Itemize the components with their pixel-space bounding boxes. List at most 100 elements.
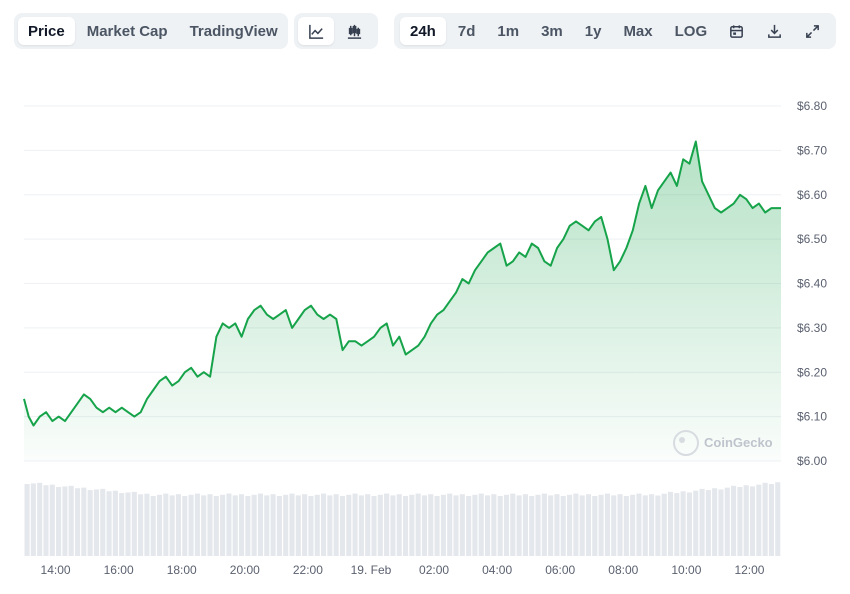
y-tick-label: $6.70 xyxy=(797,143,827,157)
volume-bar xyxy=(768,484,774,556)
volume-bar xyxy=(245,496,251,556)
volume-bar xyxy=(163,493,169,556)
volume-bar xyxy=(302,494,308,556)
volume-bar xyxy=(358,495,364,556)
volume-bar xyxy=(762,482,768,556)
volume-bar xyxy=(150,496,156,556)
volume-bar xyxy=(453,495,459,556)
volume-bar xyxy=(667,491,674,556)
volume-bar xyxy=(201,495,207,556)
volume-bar xyxy=(573,493,579,556)
volume-bar xyxy=(125,492,131,556)
volume-bar xyxy=(289,493,295,556)
tab-price[interactable]: Price xyxy=(18,17,75,45)
volume-bar xyxy=(529,496,535,556)
range-group: 24h 7d 1m 3m 1y Max LOG xyxy=(394,13,836,49)
tab-tradingview[interactable]: TradingView xyxy=(189,22,278,40)
volume-bar xyxy=(756,484,762,556)
volume-bar xyxy=(56,487,62,556)
volume-bar xyxy=(579,495,585,556)
range-7d[interactable]: 7d xyxy=(457,22,476,40)
fullscreen-button[interactable] xyxy=(794,17,830,45)
x-tick-label: 20:00 xyxy=(230,563,260,577)
line-chart-button[interactable] xyxy=(298,17,334,45)
volume-bar xyxy=(630,494,636,556)
volume-bar xyxy=(314,494,320,556)
volume-bar xyxy=(24,484,30,556)
x-tick-label: 14:00 xyxy=(41,563,71,577)
volume-bar xyxy=(377,494,383,556)
volume-bar xyxy=(415,493,421,556)
log-scale-toggle[interactable]: LOG xyxy=(674,22,708,40)
volume-bar xyxy=(320,493,327,556)
watermark-text: CoinGecko xyxy=(704,435,773,450)
tab-market-cap[interactable]: Market Cap xyxy=(86,22,168,40)
volume-bar xyxy=(81,487,87,556)
volume-bar xyxy=(592,496,598,556)
range-1m[interactable]: 1m xyxy=(497,22,520,40)
volume-bar xyxy=(238,494,245,556)
volume-bar xyxy=(674,493,680,556)
price-area-fill xyxy=(24,141,781,461)
range-1y[interactable]: 1y xyxy=(584,22,602,40)
volume-bar xyxy=(554,494,560,556)
calendar-button[interactable] xyxy=(719,17,755,45)
volume-bar xyxy=(182,496,188,556)
volume-bar xyxy=(485,495,491,556)
volume-bar xyxy=(560,496,566,556)
volume-bar xyxy=(251,494,257,556)
volume-bar xyxy=(37,482,43,556)
volume-bar xyxy=(478,493,484,556)
volume-bar xyxy=(93,489,99,556)
volume-bar xyxy=(617,494,623,556)
candlestick-chart-button[interactable] xyxy=(336,17,372,45)
volume-bar xyxy=(327,495,333,556)
volume-bar xyxy=(636,493,642,556)
volume-bar xyxy=(119,493,125,556)
y-tick-label: $6.10 xyxy=(797,410,827,424)
volume-bar xyxy=(403,496,409,556)
volume-bar xyxy=(390,495,396,556)
y-axis-labels: $6.00 $6.10 $6.20 $6.30 $6.40 $6.50 $6.60 $6.70… xyxy=(797,99,827,468)
volume-bar xyxy=(384,493,390,556)
x-tick-label: 08:00 xyxy=(608,563,638,577)
expand-icon xyxy=(805,24,819,38)
volume-bar xyxy=(434,496,440,556)
x-tick-label: 10:00 xyxy=(671,563,701,577)
volume-bar xyxy=(623,496,629,556)
volume-bar xyxy=(712,488,718,556)
volume-bar xyxy=(522,494,528,556)
volume-bar xyxy=(459,494,465,556)
line-chart-icon xyxy=(308,24,323,39)
calendar-icon xyxy=(730,24,744,38)
range-max[interactable]: Max xyxy=(623,22,653,40)
volume-bar xyxy=(226,493,232,556)
volume-bar xyxy=(295,495,301,556)
download-button[interactable] xyxy=(757,17,793,45)
x-tick-label: 04:00 xyxy=(482,563,512,577)
volume-bar xyxy=(541,493,547,556)
download-icon xyxy=(768,24,781,38)
range-3m[interactable]: 3m xyxy=(541,22,563,40)
volume-bar xyxy=(731,485,737,556)
volume-bar xyxy=(30,483,36,556)
y-tick-label: $6.80 xyxy=(797,99,827,113)
volume-bar xyxy=(264,495,270,556)
volume-bar xyxy=(74,488,81,556)
volume-bar xyxy=(43,485,49,556)
volume-bar xyxy=(642,495,648,556)
y-tick-label: $6.50 xyxy=(797,232,827,246)
price-line xyxy=(23,140,781,427)
volume-bar xyxy=(257,493,264,556)
volume-bar xyxy=(421,495,428,556)
x-tick-label: 16:00 xyxy=(104,563,134,577)
y-tick-label: $6.20 xyxy=(797,365,827,379)
volume-bar xyxy=(112,490,118,556)
coingecko-watermark: CoinGecko xyxy=(673,430,773,456)
y-tick-label: $6.00 xyxy=(797,454,827,468)
x-tick-label: 18:00 xyxy=(167,563,197,577)
volume-bar xyxy=(62,486,68,556)
range-24h[interactable]: 24h xyxy=(400,17,446,45)
volume-bar xyxy=(283,494,289,556)
